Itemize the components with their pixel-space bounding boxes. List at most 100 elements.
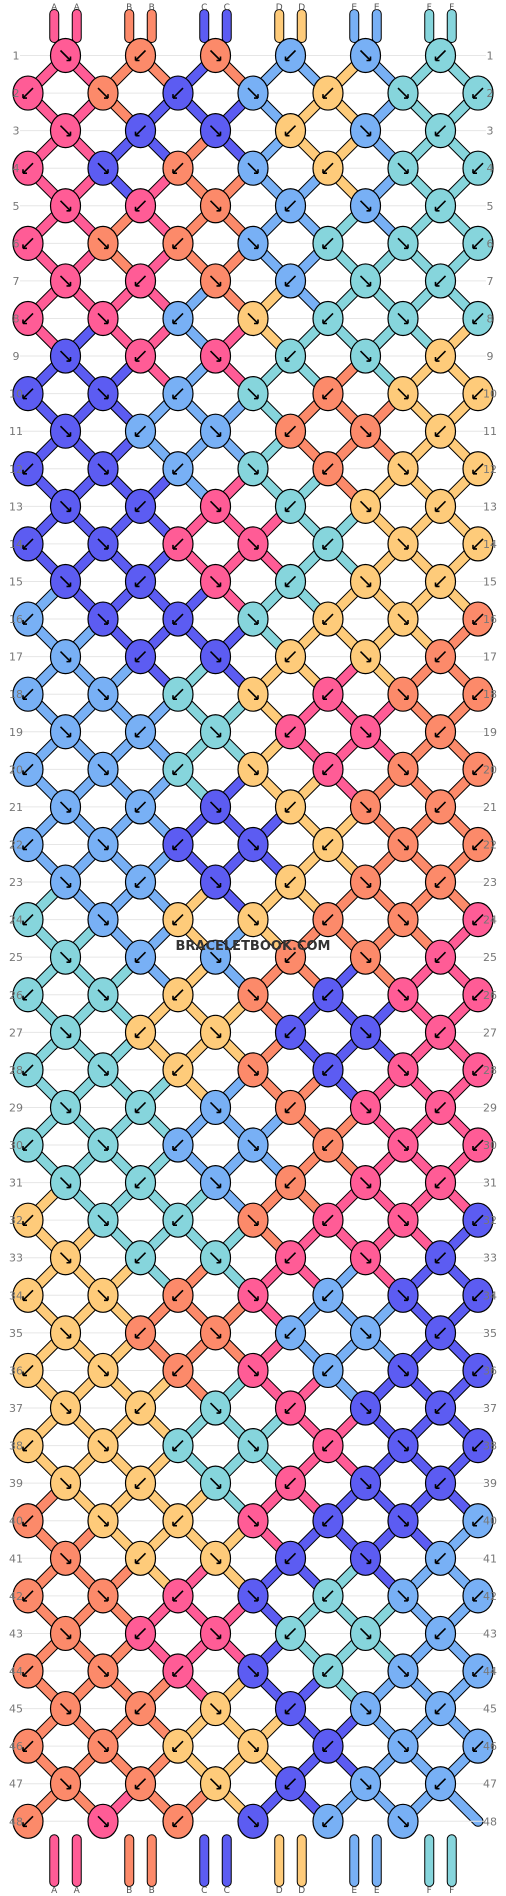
strand-label-bottom: A (74, 1886, 81, 1896)
knot (349, 1315, 382, 1351)
knot (424, 1766, 457, 1802)
knot-arrowhead-icon (216, 958, 222, 963)
knot-arrowhead-icon (284, 357, 290, 362)
row-number-left: 20 (9, 763, 23, 776)
strand-label-bottom: E (374, 1886, 380, 1896)
knot (237, 826, 269, 863)
knot-arrowhead-icon (216, 657, 222, 663)
knot-arrow-icon (247, 1440, 259, 1452)
knot-arrow-icon (359, 125, 372, 137)
knot-arrow-icon (22, 1289, 34, 1301)
knot (12, 451, 44, 487)
row-number-left: 11 (9, 425, 23, 438)
knot-arrowhead-icon (104, 1146, 109, 1151)
knot (462, 75, 494, 111)
knot (462, 601, 494, 637)
knot-arrowhead-icon (216, 1258, 222, 1264)
knot (274, 37, 307, 74)
knot (124, 1766, 157, 1802)
knot-arrow-icon (434, 1402, 447, 1414)
knot-arrowhead-icon (172, 845, 177, 851)
knot-arrow-icon (472, 914, 484, 926)
row-number-left: 21 (9, 801, 23, 814)
knot-arrowhead-icon (322, 244, 327, 250)
knot (312, 1728, 344, 1764)
knot-arrow-icon (397, 1139, 409, 1151)
knot-arrow-icon (209, 876, 222, 888)
knot-arrow-icon (59, 726, 72, 738)
knot-arrow-icon (472, 312, 484, 325)
knot (87, 150, 119, 186)
knot-arrow-icon (284, 801, 297, 813)
knot (87, 1277, 119, 1313)
knot-arrow-icon (322, 1289, 334, 1301)
knot-arrowhead-icon (284, 1784, 290, 1790)
knot-arrowhead-icon (22, 920, 27, 926)
row-number-left: 24 (9, 914, 23, 927)
knot-arrow-icon (397, 1214, 409, 1226)
knot-arrowhead-icon (134, 1183, 140, 1189)
knot-arrow-icon (172, 1289, 184, 1301)
knot-arrow-icon (22, 688, 34, 700)
knot-arrow-icon (97, 312, 109, 325)
knot-arrowhead-icon (104, 1747, 109, 1752)
knot-arrow-icon (359, 1101, 372, 1114)
knot-arrowhead-icon (322, 169, 327, 175)
knot-arrow-icon (134, 801, 147, 813)
strand-label-top: B (126, 3, 132, 13)
knot-arrow-icon (434, 500, 447, 512)
knot (274, 789, 307, 825)
knot-arrowhead-icon (254, 1446, 259, 1452)
knot-arrowhead-icon (216, 1183, 222, 1189)
knot (49, 864, 82, 900)
knot (162, 1127, 194, 1163)
knot (424, 864, 457, 900)
knot-arrow-icon (284, 726, 297, 738)
knot-arrow-icon (209, 575, 222, 588)
knot (124, 488, 157, 524)
knot (462, 1202, 494, 1238)
knot (162, 300, 194, 337)
knot (237, 1202, 269, 1238)
knot-arrow-icon (134, 1177, 147, 1189)
knot-arrow-icon (134, 1327, 147, 1339)
knot-arrow-icon (322, 1815, 334, 1827)
knot (349, 639, 382, 675)
knot-arrowhead-icon (216, 1784, 222, 1790)
knot (199, 714, 232, 750)
knot-arrowhead-icon (254, 1296, 259, 1302)
knot (12, 1427, 44, 1464)
knot (349, 1766, 382, 1802)
knot (349, 113, 382, 149)
knot-arrow-icon (59, 801, 72, 813)
knot-arrow-icon (209, 726, 222, 738)
knot-arrowhead-icon (216, 582, 222, 588)
knot-arrowhead-icon (404, 1070, 409, 1076)
knot-arrowhead-icon (284, 582, 290, 588)
knot (387, 1503, 419, 1539)
knot-arrowhead-icon (104, 920, 109, 926)
knot-arrowhead-icon (322, 1146, 327, 1151)
knot-arrow-icon (322, 538, 334, 550)
knot-arrow-icon (359, 876, 372, 888)
knot-arrowhead-icon (134, 281, 140, 287)
knot (349, 263, 382, 299)
knot (124, 639, 157, 675)
knot-arrow-icon (22, 1440, 34, 1452)
knot (237, 1127, 269, 1163)
knot-arrowhead-icon (434, 1709, 440, 1715)
row-number-right: 46 (483, 1740, 497, 1753)
knot-arrow-icon (472, 162, 484, 174)
knot-arrow-icon (59, 275, 72, 287)
knot-arrowhead-icon (322, 319, 327, 325)
knot-arrow-icon (322, 237, 334, 249)
knot (237, 676, 269, 712)
knot-arrow-icon (397, 1064, 409, 1076)
knot (87, 526, 119, 562)
knot-arrow-icon (284, 1477, 297, 1489)
knot (387, 977, 419, 1013)
knot-arrow-icon (247, 1665, 259, 1677)
knot (199, 338, 232, 374)
knot-arrow-icon (284, 350, 297, 362)
knot-arrow-icon (472, 1515, 484, 1527)
